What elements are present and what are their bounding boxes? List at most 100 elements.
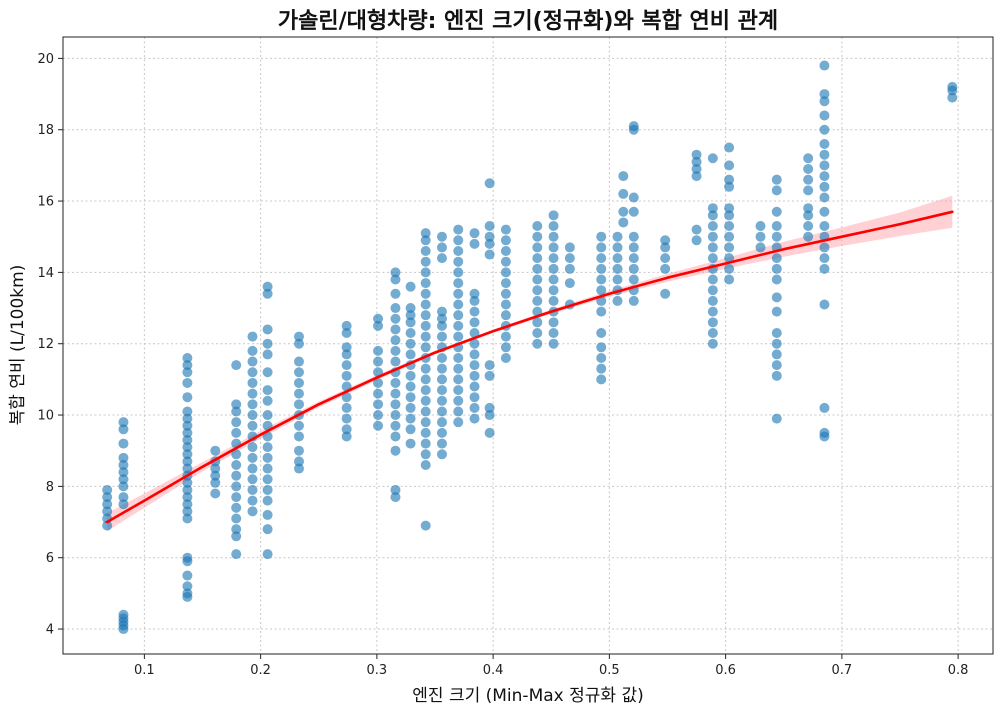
- scatter-point: [182, 377, 193, 388]
- scatter-point: [293, 420, 304, 431]
- scatter-point: [102, 484, 113, 495]
- scatter-point: [262, 452, 273, 463]
- scatter-point: [755, 221, 766, 232]
- scatter-point: [262, 281, 273, 292]
- scatter-point: [373, 388, 384, 399]
- scatter-point: [293, 445, 304, 456]
- scatter-point: [182, 427, 193, 438]
- scatter-point: [532, 231, 543, 242]
- scatter-point: [453, 320, 464, 331]
- scatter-point: [500, 256, 511, 267]
- scatter-point: [262, 484, 273, 495]
- scatter-point: [390, 267, 401, 278]
- scatter-point: [293, 356, 304, 367]
- scatter-point: [484, 370, 495, 381]
- scatter-point: [405, 281, 416, 292]
- scatter-point: [596, 306, 607, 317]
- scatter-point: [596, 285, 607, 296]
- scatter-point: [453, 395, 464, 406]
- scatter-point: [691, 163, 702, 174]
- scatter-point: [469, 295, 480, 306]
- scatter-point: [262, 474, 273, 485]
- scatter-point: [484, 410, 495, 421]
- scatter-point: [247, 377, 258, 388]
- scatter-point: [469, 288, 480, 299]
- scatter-point: [469, 413, 480, 424]
- scatter-point: [532, 338, 543, 349]
- scatter-point: [247, 474, 258, 485]
- scatter-point: [724, 160, 735, 171]
- scatter-point: [262, 495, 273, 506]
- scatter-point: [420, 406, 431, 417]
- scatter-point: [231, 513, 242, 524]
- scatter-point: [724, 210, 735, 221]
- scatter-point: [262, 338, 273, 349]
- scatter-point: [819, 206, 830, 217]
- scatter-point: [182, 499, 193, 510]
- scatter-point: [405, 338, 416, 349]
- scatter-point: [548, 231, 559, 242]
- scatter-point: [819, 110, 830, 121]
- scatter-point: [691, 235, 702, 246]
- scatter-point: [247, 331, 258, 342]
- scatter-point: [182, 477, 193, 488]
- scatter-point: [231, 524, 242, 535]
- scatter-point: [707, 203, 718, 214]
- scatter-point: [262, 395, 273, 406]
- scatter-point: [500, 224, 511, 235]
- x-tick-label: 0.3: [367, 663, 388, 678]
- scatter-point: [691, 171, 702, 182]
- scatter-point: [771, 231, 782, 242]
- scatter-point: [118, 474, 129, 485]
- scatter-point: [390, 274, 401, 285]
- x-axis-label: 엔진 크기 (Min-Max 정규화 값): [412, 686, 643, 706]
- scatter-point: [390, 410, 401, 421]
- y-tick-label: 20: [37, 52, 54, 67]
- scatter-point: [819, 299, 830, 310]
- scatter-point: [819, 124, 830, 135]
- scatter-point: [182, 435, 193, 446]
- scatter-point: [596, 242, 607, 253]
- scatter-point: [231, 470, 242, 481]
- scatter-point: [390, 345, 401, 356]
- scatter-point: [707, 306, 718, 317]
- scatter-point: [231, 417, 242, 428]
- scatter-point: [532, 328, 543, 339]
- scatter-point: [548, 274, 559, 285]
- scatter-point: [231, 406, 242, 417]
- scatter-point: [262, 509, 273, 520]
- scatter-point: [436, 231, 447, 242]
- scatter-point: [420, 245, 431, 256]
- scatter-point: [628, 253, 639, 264]
- scatter-point: [373, 410, 384, 421]
- chart-title: 가솔린/대형차량: 엔진 크기(정규화)와 복합 연비 관계: [278, 8, 778, 34]
- scatter-point: [803, 231, 814, 242]
- scatter-point: [819, 60, 830, 71]
- scatter-point: [548, 295, 559, 306]
- scatter-point: [819, 402, 830, 413]
- scatter-point: [118, 417, 129, 428]
- scatter-point: [628, 242, 639, 253]
- scatter-point: [819, 221, 830, 232]
- scatter-point: [210, 470, 221, 481]
- scatter-point: [405, 381, 416, 392]
- scatter-point: [262, 524, 273, 535]
- scatter-point: [548, 328, 559, 339]
- scatter-point: [612, 263, 623, 274]
- scatter-point: [247, 367, 258, 378]
- scatter-point: [453, 245, 464, 256]
- x-tick-label: 0.5: [599, 663, 620, 678]
- scatter-point: [420, 520, 431, 531]
- scatter-point: [436, 331, 447, 342]
- scatter-point: [803, 185, 814, 196]
- scatter-point: [596, 352, 607, 363]
- scatter-point: [436, 306, 447, 317]
- scatter-point: [724, 253, 735, 264]
- scatter-point: [596, 342, 607, 353]
- scatter-point: [262, 410, 273, 421]
- x-tick-label: 0.1: [134, 663, 155, 678]
- scatter-point: [707, 153, 718, 164]
- scatter-point: [420, 299, 431, 310]
- scatter-point: [420, 417, 431, 428]
- scatter-point: [373, 399, 384, 410]
